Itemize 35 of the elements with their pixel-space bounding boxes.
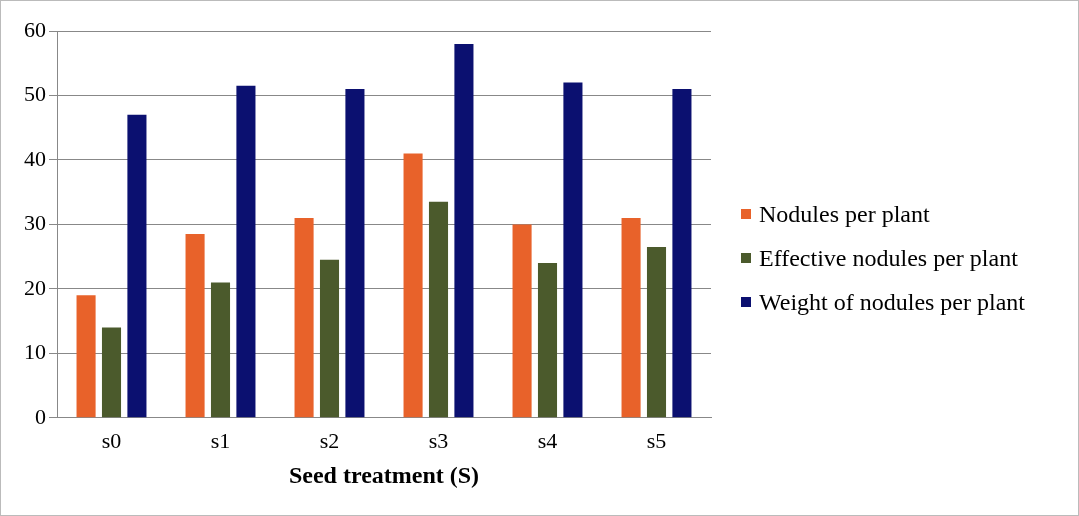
y-tick-label: 0 [35,403,46,429]
x-tick-label: s2 [319,427,340,453]
x-tick-label: s5 [646,427,667,453]
bar [563,82,583,418]
x-tick-label: s0 [101,427,122,453]
y-tick-label: 60 [24,16,46,42]
legend-label: Weight of nodules per plant [759,288,1026,316]
bar [210,282,231,418]
bar [512,224,532,418]
y-tick-label: 20 [24,274,46,300]
bar [185,234,205,418]
bar [537,263,558,418]
legend-label: Nodules per plant [759,200,930,228]
x-tick-label: s3 [428,427,449,453]
legend-label: Effective nodules per plant [759,244,1018,272]
y-tick-label: 40 [24,145,46,171]
bar [345,89,365,418]
bar [454,43,474,418]
bar [236,85,256,418]
bar [76,295,96,418]
y-tick-label: 50 [24,81,46,107]
bar [319,259,340,418]
bar [101,327,122,418]
bar [403,153,423,418]
bar [294,217,314,418]
bar [672,89,692,418]
bar [646,246,667,418]
bar [428,201,449,418]
x-tick-label: s4 [537,427,558,453]
y-tick-label: 10 [24,339,46,365]
x-tick-label: s1 [210,427,231,453]
y-tick-label: 30 [24,210,46,236]
bar [127,114,147,418]
bar [621,217,641,418]
x-axis-title: Seed treatment (S) [288,461,480,488]
